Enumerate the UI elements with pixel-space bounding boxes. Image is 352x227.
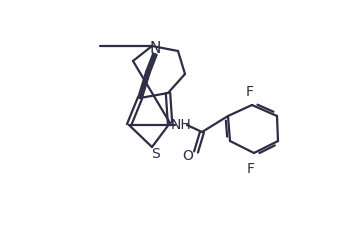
- Text: F: F: [246, 85, 254, 99]
- Text: O: O: [183, 148, 194, 162]
- Text: S: S: [152, 146, 161, 160]
- Text: F: F: [247, 161, 255, 175]
- Text: N: N: [149, 40, 161, 55]
- Text: NH: NH: [171, 118, 192, 131]
